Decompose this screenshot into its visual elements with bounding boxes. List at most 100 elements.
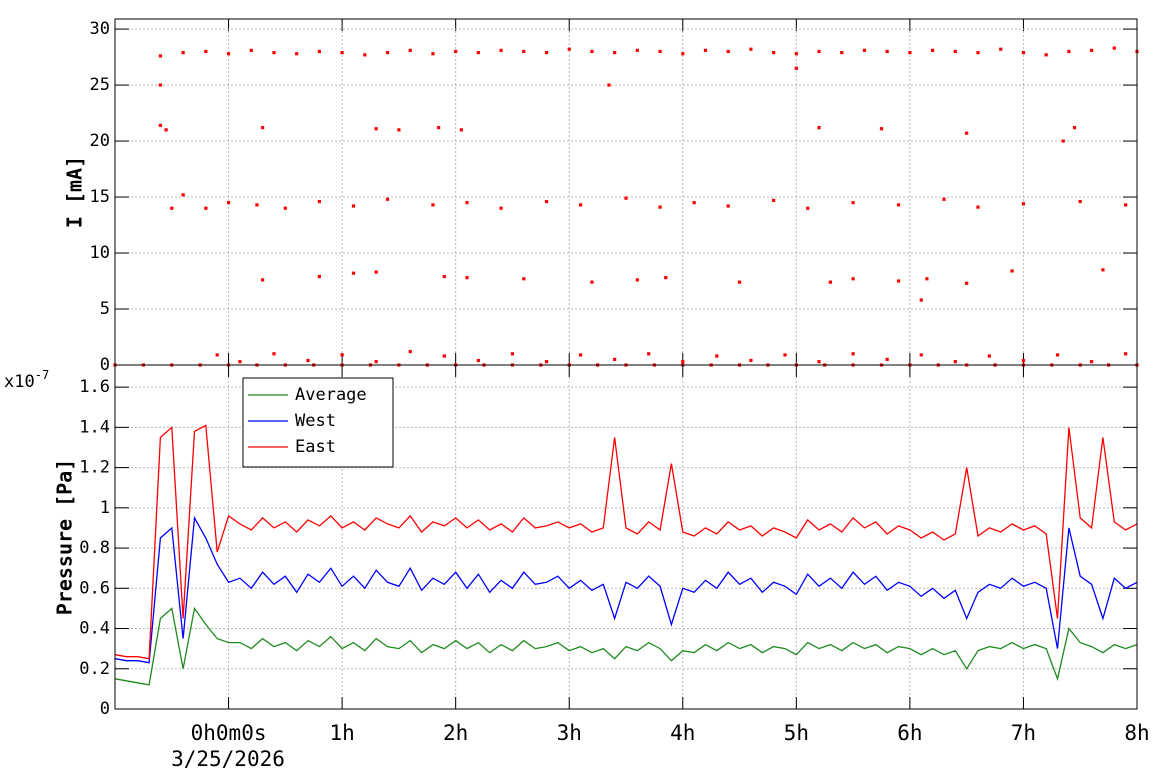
data-point	[749, 358, 753, 363]
y-tick-label: 15	[90, 187, 110, 207]
y-tick-label: 0.2	[79, 659, 110, 679]
data-point	[226, 201, 231, 205]
data-point	[408, 349, 412, 354]
data-point	[317, 49, 321, 54]
data-point	[340, 50, 344, 55]
data-point	[204, 206, 208, 210]
data-point	[476, 50, 480, 55]
data-point	[613, 357, 617, 362]
y-tick-label: 0.4	[79, 619, 110, 639]
data-point	[351, 204, 356, 208]
data-point	[607, 83, 611, 87]
data-point	[317, 199, 321, 204]
y-tick-label: 1.6	[79, 377, 110, 397]
data-point	[1101, 268, 1105, 272]
data-point	[931, 48, 935, 52]
x-tick-label: 7h	[1011, 721, 1036, 745]
series-line	[114, 515, 1138, 664]
x-tick-label: 4h	[670, 721, 695, 745]
data-point	[999, 47, 1003, 51]
data-point	[862, 48, 867, 52]
data-point	[1061, 139, 1065, 143]
data-point	[164, 128, 168, 132]
data-point	[442, 274, 446, 279]
data-point	[965, 281, 969, 285]
data-point	[703, 48, 708, 52]
data-point	[204, 49, 208, 54]
data-point	[976, 50, 980, 55]
data-point	[942, 197, 946, 201]
data-point	[976, 205, 980, 209]
legend-label: Average	[295, 385, 367, 405]
data-point	[272, 50, 276, 55]
data-point	[283, 206, 287, 210]
data-point	[522, 49, 526, 54]
series-line	[114, 606, 1138, 686]
series-line	[114, 424, 1138, 660]
data-point	[351, 271, 356, 275]
y-tick-label: 5	[100, 299, 110, 319]
data-point	[1021, 50, 1026, 55]
data-point	[590, 49, 594, 54]
data-point	[215, 353, 219, 357]
data-point	[794, 52, 798, 56]
legend-box	[242, 377, 394, 468]
data-point	[925, 277, 929, 281]
data-point	[499, 206, 503, 210]
data-point	[385, 50, 390, 55]
y-tick-label: 30	[90, 19, 110, 39]
y-tick-label: 1.2	[79, 458, 110, 478]
data-point	[965, 131, 969, 135]
x-tick-label: 6h	[897, 721, 922, 745]
data-point	[249, 48, 253, 52]
y-scale-exponent: -7	[35, 368, 49, 382]
data-point	[647, 352, 651, 356]
y-axis-label: Pressure [Pa]	[53, 459, 77, 616]
data-point	[397, 128, 401, 132]
data-point	[737, 280, 742, 284]
y-tick-label: 0	[100, 355, 110, 375]
data-point	[851, 277, 855, 281]
data-point	[1021, 202, 1026, 206]
data-point	[919, 353, 923, 357]
y-tick-label: 0	[100, 699, 110, 719]
data-point	[828, 280, 832, 284]
data-point	[794, 66, 798, 70]
data-point	[385, 197, 390, 201]
y-tick-label: 20	[90, 131, 110, 151]
data-point	[613, 50, 617, 55]
y-scale-label: x10-7	[4, 368, 49, 393]
data-point	[658, 205, 662, 209]
data-point	[885, 49, 889, 54]
x-tick-label: 1h	[329, 721, 354, 745]
data-point	[272, 352, 276, 356]
data-point	[879, 127, 884, 131]
data-point	[1067, 49, 1071, 54]
data-point	[681, 52, 685, 56]
data-point	[158, 123, 163, 127]
data-point	[953, 360, 957, 364]
data-point	[726, 204, 730, 208]
plot-frame	[114, 364, 1138, 710]
data-point	[681, 360, 685, 364]
data-point	[437, 126, 441, 130]
data-point	[1089, 360, 1094, 364]
data-point	[987, 354, 991, 358]
data-point	[465, 201, 469, 205]
data-point	[749, 47, 753, 51]
data-point	[374, 360, 378, 364]
data-point	[306, 358, 310, 363]
data-point	[1078, 199, 1082, 204]
data-point	[317, 274, 321, 279]
data-point	[896, 279, 901, 283]
y-tick-label: 10	[90, 243, 110, 263]
data-point	[544, 360, 549, 364]
data-point	[851, 201, 855, 205]
data-point	[431, 52, 435, 56]
data-point	[226, 52, 231, 56]
x-tick-label: 3h	[557, 721, 582, 745]
data-point	[374, 270, 378, 274]
x-tick-label: 0h0m0s	[191, 721, 267, 745]
data-point	[664, 276, 668, 280]
